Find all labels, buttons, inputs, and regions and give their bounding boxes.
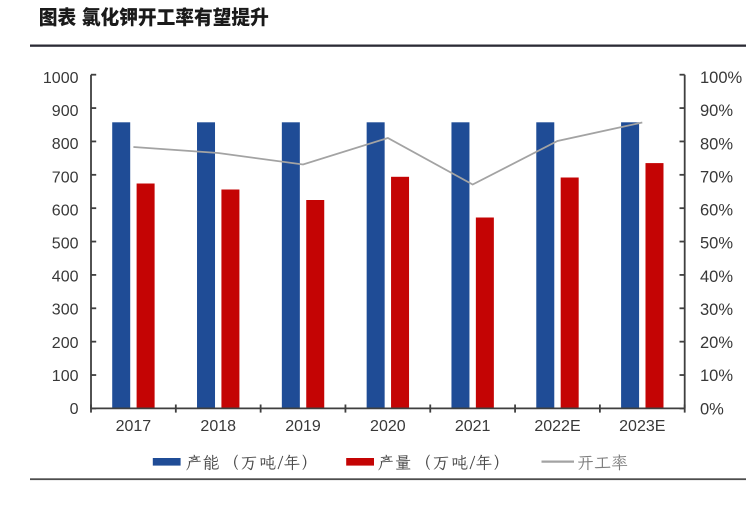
svg-text:50%: 50% (700, 235, 733, 253)
svg-text:400: 400 (52, 269, 79, 286)
svg-text:800: 800 (52, 136, 79, 153)
svg-text:90%: 90% (700, 102, 733, 120)
svg-text:20%: 20% (700, 334, 733, 352)
svg-text:30%: 30% (700, 301, 733, 319)
svg-text:600: 600 (52, 202, 79, 219)
svg-text:0: 0 (70, 401, 79, 418)
svg-text:300: 300 (52, 302, 79, 319)
svg-text:500: 500 (52, 236, 79, 253)
svg-text:1000: 1000 (43, 70, 79, 87)
svg-text:900: 900 (52, 103, 79, 120)
svg-text:0%: 0% (700, 400, 724, 418)
svg-text:200: 200 (52, 335, 79, 352)
svg-text:2022E: 2022E (534, 418, 580, 435)
svg-text:2021: 2021 (455, 418, 491, 435)
svg-text:10%: 10% (700, 367, 733, 385)
svg-text:2019: 2019 (285, 418, 321, 435)
svg-text:2023E: 2023E (619, 418, 665, 435)
svg-text:40%: 40% (700, 268, 733, 286)
svg-text:100%: 100% (700, 69, 743, 87)
svg-text:100: 100 (52, 368, 79, 385)
svg-text:2018: 2018 (200, 418, 236, 435)
svg-text:700: 700 (52, 169, 79, 186)
svg-text:2017: 2017 (116, 418, 152, 435)
svg-text:2020: 2020 (370, 418, 406, 435)
svg-text:60%: 60% (700, 202, 733, 220)
svg-text:80%: 80% (700, 135, 733, 153)
svg-text:70%: 70% (700, 168, 733, 186)
